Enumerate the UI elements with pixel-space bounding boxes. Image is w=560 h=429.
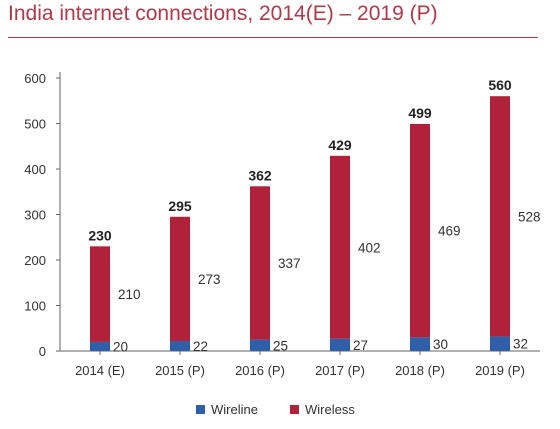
y-tick-label: 600 [24,71,46,86]
bar-wireline [170,340,190,351]
x-tick-label: 2014 (E) [75,363,125,378]
x-tick-label: 2019 (P) [475,363,525,378]
chart-title: India internet connections, 2014(E) – 20… [8,2,438,25]
wireless-value-label: 273 [198,272,221,287]
y-tick-label: 100 [24,299,46,314]
total-value-label: 295 [168,198,192,214]
y-tick-label: 400 [24,162,46,177]
bar-wireless [410,123,430,338]
wireline-value-label: 22 [193,339,208,354]
bar-wireline [410,337,430,351]
legend-swatch-wireless [290,405,299,414]
bar-wireline [330,338,350,351]
wireless-value-label: 337 [278,256,301,271]
wireline-value-label: 20 [113,339,128,354]
wireless-value-label: 402 [358,240,381,255]
wireless-value-label: 469 [438,224,461,239]
bar-wireless [250,186,270,340]
wireline-value-label: 30 [433,337,448,352]
x-tick-label: 2016 (P) [235,363,285,378]
legend-label-wireless: Wireless [305,402,355,417]
bar-wireless [170,216,190,341]
total-value-label: 362 [248,167,272,183]
bar-wireline [90,341,110,351]
legend-label-wireline: Wireline [211,402,258,417]
y-tick-label: 0 [39,344,46,359]
title-rule [8,37,538,38]
bar-wireless [490,96,510,337]
wireless-value-label: 210 [118,287,141,302]
total-value-label: 560 [488,77,512,93]
total-value-label: 230 [88,227,112,243]
wireless-value-label: 528 [518,209,541,224]
wireline-value-label: 25 [273,338,288,353]
wireline-value-label: 27 [353,338,368,353]
total-value-label: 429 [328,137,352,153]
x-tick-label: 2017 (P) [315,363,365,378]
y-tick-label: 200 [24,253,46,268]
bar-wireless [90,246,110,342]
x-tick-label: 2015 (P) [155,363,205,378]
total-value-label: 499 [408,105,432,121]
bar-wireline [490,336,510,351]
wireline-value-label: 32 [513,337,528,352]
x-tick-label: 2018 (P) [395,363,445,378]
legend-swatch-wireline [196,405,205,414]
bar-wireless [330,155,350,339]
bar-wireline [250,339,270,351]
y-tick-label: 500 [24,117,46,132]
y-tick-label: 300 [24,208,46,223]
